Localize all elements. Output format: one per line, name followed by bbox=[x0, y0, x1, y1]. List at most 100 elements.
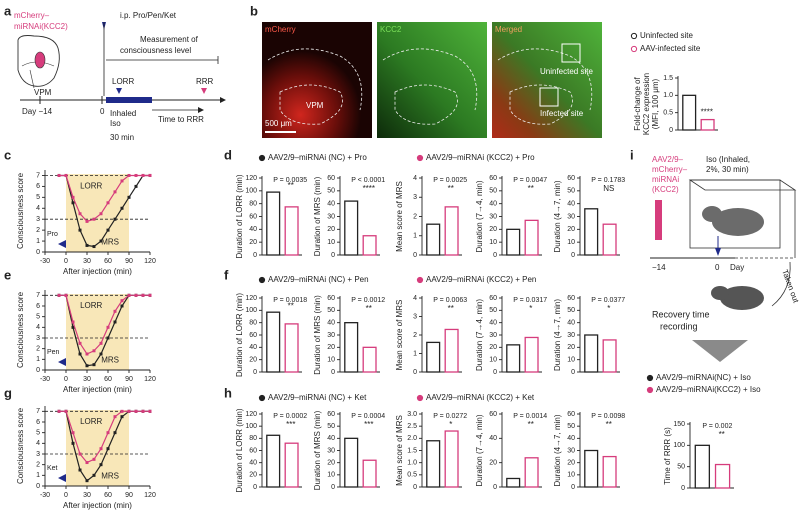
significance: ** bbox=[448, 304, 454, 313]
construct-label: AAV2/9– bbox=[652, 155, 684, 164]
x-tick-label: 60 bbox=[104, 492, 112, 499]
y-tick-label: 20 bbox=[249, 239, 257, 246]
x-tick-label: 0 bbox=[64, 376, 68, 383]
image-mcherry bbox=[262, 22, 372, 138]
p-value: P = 0.0004 bbox=[351, 413, 385, 420]
y-tick-label: 60 bbox=[489, 175, 497, 182]
schematic-i: AAV2/9– mCherry– miRNAi (KCC2) Iso (Inha… bbox=[650, 155, 800, 362]
series-point bbox=[120, 179, 124, 183]
y-tick-label: 40 bbox=[489, 320, 497, 327]
y-tick-label: 50 bbox=[567, 423, 575, 430]
bar bbox=[714, 463, 731, 489]
panel-letter: h bbox=[224, 385, 232, 400]
iso-bar bbox=[106, 97, 152, 103]
series-point bbox=[120, 206, 124, 210]
series-point bbox=[141, 409, 145, 413]
significance: ** bbox=[528, 420, 534, 429]
y-axis-label: Duration (4→7, min) bbox=[553, 180, 562, 252]
legend-marker bbox=[416, 276, 424, 284]
x-tick-label: -30 bbox=[40, 492, 50, 499]
day-label: 0 bbox=[715, 263, 720, 272]
series-point bbox=[141, 173, 145, 177]
day-label: −14 bbox=[652, 263, 666, 272]
legend-marker bbox=[258, 154, 266, 162]
y-axis-label: Duration of MRS (min) bbox=[313, 410, 322, 490]
legend-label: AAV-infected site bbox=[640, 44, 701, 53]
y-tick-label: 150 bbox=[673, 421, 685, 428]
lorr-label: LORR bbox=[112, 77, 134, 86]
y-tick-label: 120 bbox=[245, 411, 257, 418]
construct-label: mCherry– bbox=[14, 11, 50, 20]
y-axis-label: Duration of MRS (min) bbox=[313, 295, 322, 375]
series-point bbox=[148, 293, 152, 297]
series-point bbox=[106, 325, 110, 329]
series-point bbox=[78, 452, 82, 456]
y-tick-label: 6 bbox=[36, 419, 40, 426]
y-tick-label: 2 bbox=[36, 227, 40, 234]
series-point bbox=[57, 293, 61, 297]
series-point bbox=[113, 415, 117, 419]
bar bbox=[284, 206, 299, 256]
significance: * bbox=[607, 304, 610, 313]
y-axis-label: Duration of LORR (min) bbox=[235, 293, 244, 377]
p-value: P < 0.0001 bbox=[351, 177, 385, 184]
bar bbox=[584, 334, 599, 373]
y-tick-label: 1.0 bbox=[407, 460, 417, 467]
bar bbox=[284, 323, 299, 373]
panel-letter: i bbox=[630, 147, 634, 162]
y-tick-label: 40 bbox=[249, 226, 257, 233]
series-point bbox=[92, 457, 96, 461]
series-point bbox=[71, 195, 75, 199]
series-point bbox=[106, 431, 110, 435]
drug-marker bbox=[58, 474, 66, 482]
drug-label: Pen bbox=[47, 349, 60, 356]
bar bbox=[426, 341, 441, 373]
y-tick-label: 7 bbox=[36, 408, 40, 415]
series-point bbox=[92, 217, 96, 221]
roi-box bbox=[539, 87, 559, 107]
y-axis-label: Duration (4→7, min) bbox=[553, 414, 562, 486]
bar bbox=[284, 442, 299, 488]
y-tick-label: 0 bbox=[253, 484, 257, 491]
series-point bbox=[78, 468, 82, 472]
iso-label: 30 min bbox=[110, 133, 134, 142]
y-tick-label: 30 bbox=[567, 447, 575, 454]
p-value: P = 0.0018 bbox=[273, 297, 307, 304]
series-point bbox=[106, 447, 110, 451]
image-kcc2 bbox=[377, 22, 487, 138]
y-tick-label: 50 bbox=[567, 188, 575, 195]
bar bbox=[524, 219, 539, 256]
site-label: Infected site bbox=[540, 109, 584, 118]
p-value: P = 0.0377 bbox=[591, 297, 625, 304]
x-tick-label: 30 bbox=[83, 492, 91, 499]
y-tick-label: 50 bbox=[489, 307, 497, 314]
series-point bbox=[64, 293, 68, 297]
y-tick-label: 80 bbox=[249, 435, 257, 442]
significance: NS bbox=[603, 184, 614, 193]
series-point bbox=[120, 304, 124, 308]
y-tick-label: 20 bbox=[327, 226, 335, 233]
annotation: LORR bbox=[80, 182, 102, 191]
roi-box bbox=[561, 43, 581, 63]
bar bbox=[602, 339, 617, 373]
legend-label: AAV2/9–miRNAi(KCC2) + Iso bbox=[656, 385, 761, 394]
p-value: P = 0.0035 bbox=[273, 177, 307, 184]
x-tick-label: 120 bbox=[144, 492, 156, 499]
y-tick-label: 10 bbox=[489, 357, 497, 364]
y-axis-label: Duration (7→4, min) bbox=[475, 414, 484, 486]
series-point bbox=[106, 201, 110, 205]
legend-marker bbox=[258, 276, 266, 284]
y-tick-label: 50 bbox=[677, 464, 685, 471]
y-tick-label: 1 bbox=[36, 356, 40, 363]
bar bbox=[584, 208, 599, 256]
annotation: MRS bbox=[101, 356, 119, 365]
y-tick-label: 2.0 bbox=[407, 435, 417, 442]
y-axis-label: Mean score of MRS bbox=[395, 415, 404, 486]
bar bbox=[362, 235, 377, 256]
bar bbox=[266, 191, 281, 256]
series-point bbox=[148, 409, 152, 413]
day-label: Day −14 bbox=[22, 107, 53, 116]
series-point bbox=[148, 173, 152, 177]
y-tick-label: 20 bbox=[327, 344, 335, 351]
y-tick-label: 0.5 bbox=[407, 472, 417, 479]
